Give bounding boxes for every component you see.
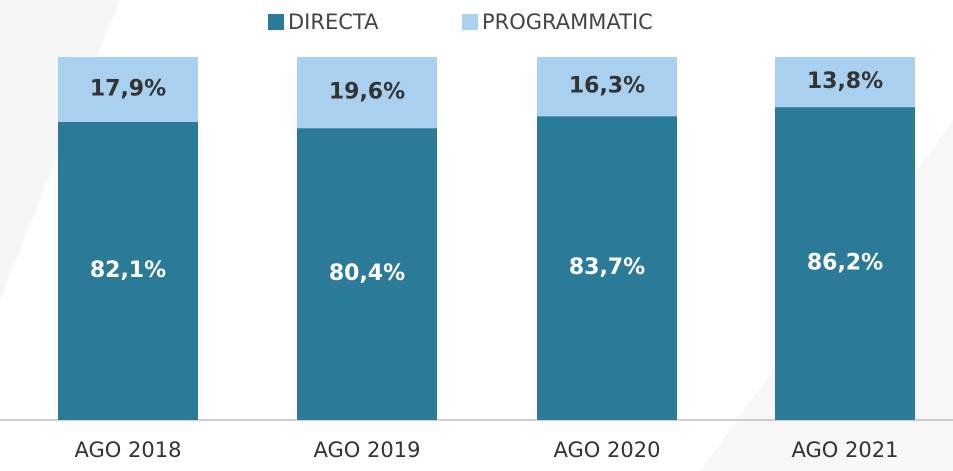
legend-label: PROGRAMMATIC [482, 10, 653, 34]
bar-segment [537, 57, 677, 117]
value-label: 82,1% [90, 258, 166, 283]
value-label: 80,4% [329, 261, 405, 286]
bar-segment [775, 57, 915, 108]
value-label: 13,8% [807, 69, 883, 94]
x-tick-label: AGO 2021 [792, 438, 899, 462]
x-tick-label: AGO 2020 [554, 438, 661, 462]
value-label: 17,9% [90, 76, 166, 101]
legend-swatch [462, 14, 478, 30]
bar-segment [58, 57, 198, 122]
x-tick-label: AGO 2018 [75, 438, 182, 462]
value-label: 86,2% [807, 251, 883, 276]
value-label: 83,7% [569, 255, 645, 280]
bar-segment [537, 116, 677, 420]
bar-segment [297, 128, 437, 420]
bar-segment [58, 121, 198, 421]
bar-segment [297, 57, 437, 129]
bar-segment [775, 107, 915, 421]
value-label: 16,3% [569, 74, 645, 99]
value-label: 19,6% [329, 80, 405, 105]
legend-swatch [268, 14, 284, 30]
legend-label: DIRECTA [288, 10, 379, 34]
x-tick-label: AGO 2019 [314, 438, 421, 462]
